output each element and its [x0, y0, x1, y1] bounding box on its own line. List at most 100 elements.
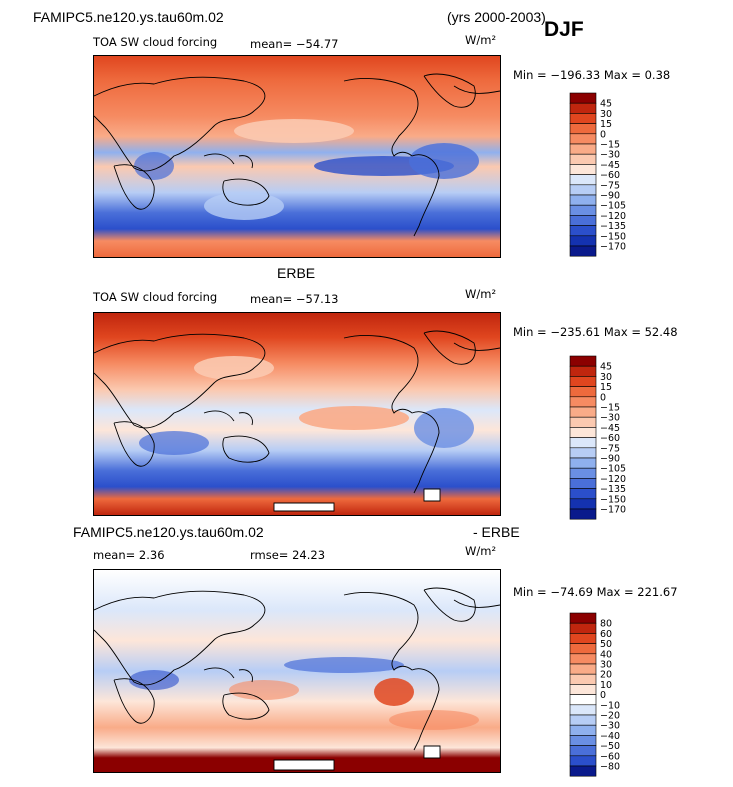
colorbar-label: −45 [600, 160, 620, 171]
panel1-variable: TOA SW cloud forcing [93, 35, 218, 49]
colorbar-swatch [569, 704, 597, 716]
colorbar-label: −60 [600, 170, 620, 181]
panel2-obs-title: ERBE [277, 265, 316, 281]
colorbar-swatch [569, 488, 597, 500]
colorbar-label: 30 [600, 660, 612, 671]
colorbar-swatch [569, 694, 597, 706]
colorbar-label: 0 [600, 392, 606, 403]
colorbar-label: −170 [600, 505, 626, 516]
colorbar-label: −135 [600, 221, 626, 232]
colorbar-swatch [569, 164, 597, 175]
panel2-minmax: Min = −235.61 Max = 52.48 [513, 325, 678, 339]
colorbar-label: −50 [600, 741, 620, 752]
panel3-diff-left: FAMIPC5.ne120.ys.tau60m.02 [73, 524, 264, 540]
panel2-mean: mean= −57.13 [250, 292, 339, 306]
colorbar-label: −20 [600, 711, 620, 722]
panel1-map [93, 55, 501, 258]
colorbar-swatch [569, 633, 597, 644]
colorbar-swatch [569, 376, 597, 387]
colorbar-swatch [569, 765, 597, 777]
colorbar-swatch [569, 755, 597, 767]
colorbar-swatch [569, 92, 597, 104]
colorbar-label: −75 [600, 180, 620, 191]
colorbar-label: 60 [600, 629, 612, 640]
colorbar-label: −60 [600, 433, 620, 444]
colorbar-swatch [569, 225, 597, 237]
colorbar-label: 80 [600, 619, 612, 630]
colorbar-swatch [569, 102, 597, 114]
colorbar-label: −90 [600, 454, 620, 465]
colorbar-swatch [569, 684, 597, 695]
colorbar-swatch [569, 245, 597, 257]
colorbar-swatch [569, 174, 597, 186]
panel3-mean: mean= 2.36 [93, 548, 165, 562]
colorbar-label: −120 [600, 474, 626, 485]
panel2-map [93, 312, 501, 516]
colorbar-swatch [569, 714, 597, 726]
years-label: (yrs 2000-2003) [447, 9, 546, 25]
colorbar-swatch [569, 396, 597, 408]
colorbar-label: 50 [600, 639, 612, 650]
colorbar-label: −150 [600, 494, 626, 505]
colorbar-label: −80 [600, 762, 620, 773]
panel1-map-svg [94, 56, 500, 257]
colorbar-swatch [569, 355, 597, 367]
colorbar-label: −120 [600, 211, 626, 222]
colorbar-swatch [569, 673, 597, 685]
colorbar-swatch [569, 467, 597, 479]
colorbar-swatch [569, 724, 597, 736]
colorbar-swatch [569, 123, 597, 135]
colorbar-label: 0 [600, 129, 606, 140]
colorbar-label: −105 [600, 201, 626, 212]
colorbar-swatch [569, 194, 597, 206]
colorbar-label: −150 [600, 231, 626, 242]
colorbar-label: −40 [600, 731, 620, 742]
colorbar-label: −30 [600, 413, 620, 424]
colorbar-swatch [569, 508, 597, 520]
colorbar-swatch [569, 406, 597, 418]
colorbar-swatch [569, 745, 597, 757]
colorbar-swatch [569, 447, 597, 459]
colorbar-swatch [569, 622, 597, 634]
panel3-map [93, 569, 501, 773]
colorbar-label: −15 [600, 140, 620, 151]
panel2-variable: TOA SW cloud forcing [93, 290, 218, 304]
colorbar-label: 40 [600, 649, 612, 660]
colorbar-swatch [569, 643, 597, 655]
colorbar-swatch [569, 184, 597, 196]
colorbar-label: −135 [600, 484, 626, 495]
colorbar-label: 0 [600, 690, 606, 701]
panel3-colorbar: 80 60 50 40 30 20 10 0 −10 −20 −30 −40 −50 −60 −80 [568, 612, 668, 782]
colorbar-swatch [569, 215, 597, 226]
colorbar-label: −170 [600, 242, 626, 253]
panel1-colorbar-svg: 4530150−15−30−45−60−75−90−105−120−135−15… [569, 92, 626, 257]
colorbar-label: −45 [600, 423, 620, 434]
colorbar-label: 30 [600, 372, 612, 383]
colorbar-label: −10 [600, 700, 620, 711]
panel2-colorbar-svg: 4530150−15−30−45−60−75−90−105−120−135−15… [569, 355, 626, 520]
colorbar-label: 10 [600, 680, 612, 691]
colorbar-label: 20 [600, 670, 612, 681]
colorbar-label: 15 [600, 119, 612, 130]
colorbar-swatch [569, 235, 597, 247]
colorbar-swatch [569, 113, 597, 124]
panel2-colorbar: 45 30 15 0 −15 −30 −45 −60 −75 −90 −105 −120 −135 −15… [568, 355, 668, 525]
colorbar-swatch [569, 735, 597, 746]
colorbar-label: 30 [600, 109, 612, 120]
colorbar-swatch [569, 153, 597, 165]
panel1-mean: mean= −54.77 [250, 37, 339, 51]
panel2-units: W/m² [465, 287, 497, 301]
colorbar-swatch [569, 612, 597, 624]
colorbar-label: 45 [600, 362, 612, 373]
colorbar-label: −90 [600, 191, 620, 202]
panel3-map-svg [94, 570, 500, 772]
colorbar-swatch [569, 653, 597, 665]
season-label: DJF [544, 18, 584, 41]
panel1-minmax: Min = −196.33 Max = 0.38 [513, 68, 671, 82]
colorbar-label: 15 [600, 382, 612, 393]
colorbar-swatch [569, 457, 597, 469]
colorbar-label: −60 [600, 751, 620, 762]
colorbar-swatch [569, 204, 597, 216]
panel1-colorbar: 45 30 15 0 −15 −30 −45 −60 −75 −90 −105 −120 −135 −15… [568, 92, 668, 262]
